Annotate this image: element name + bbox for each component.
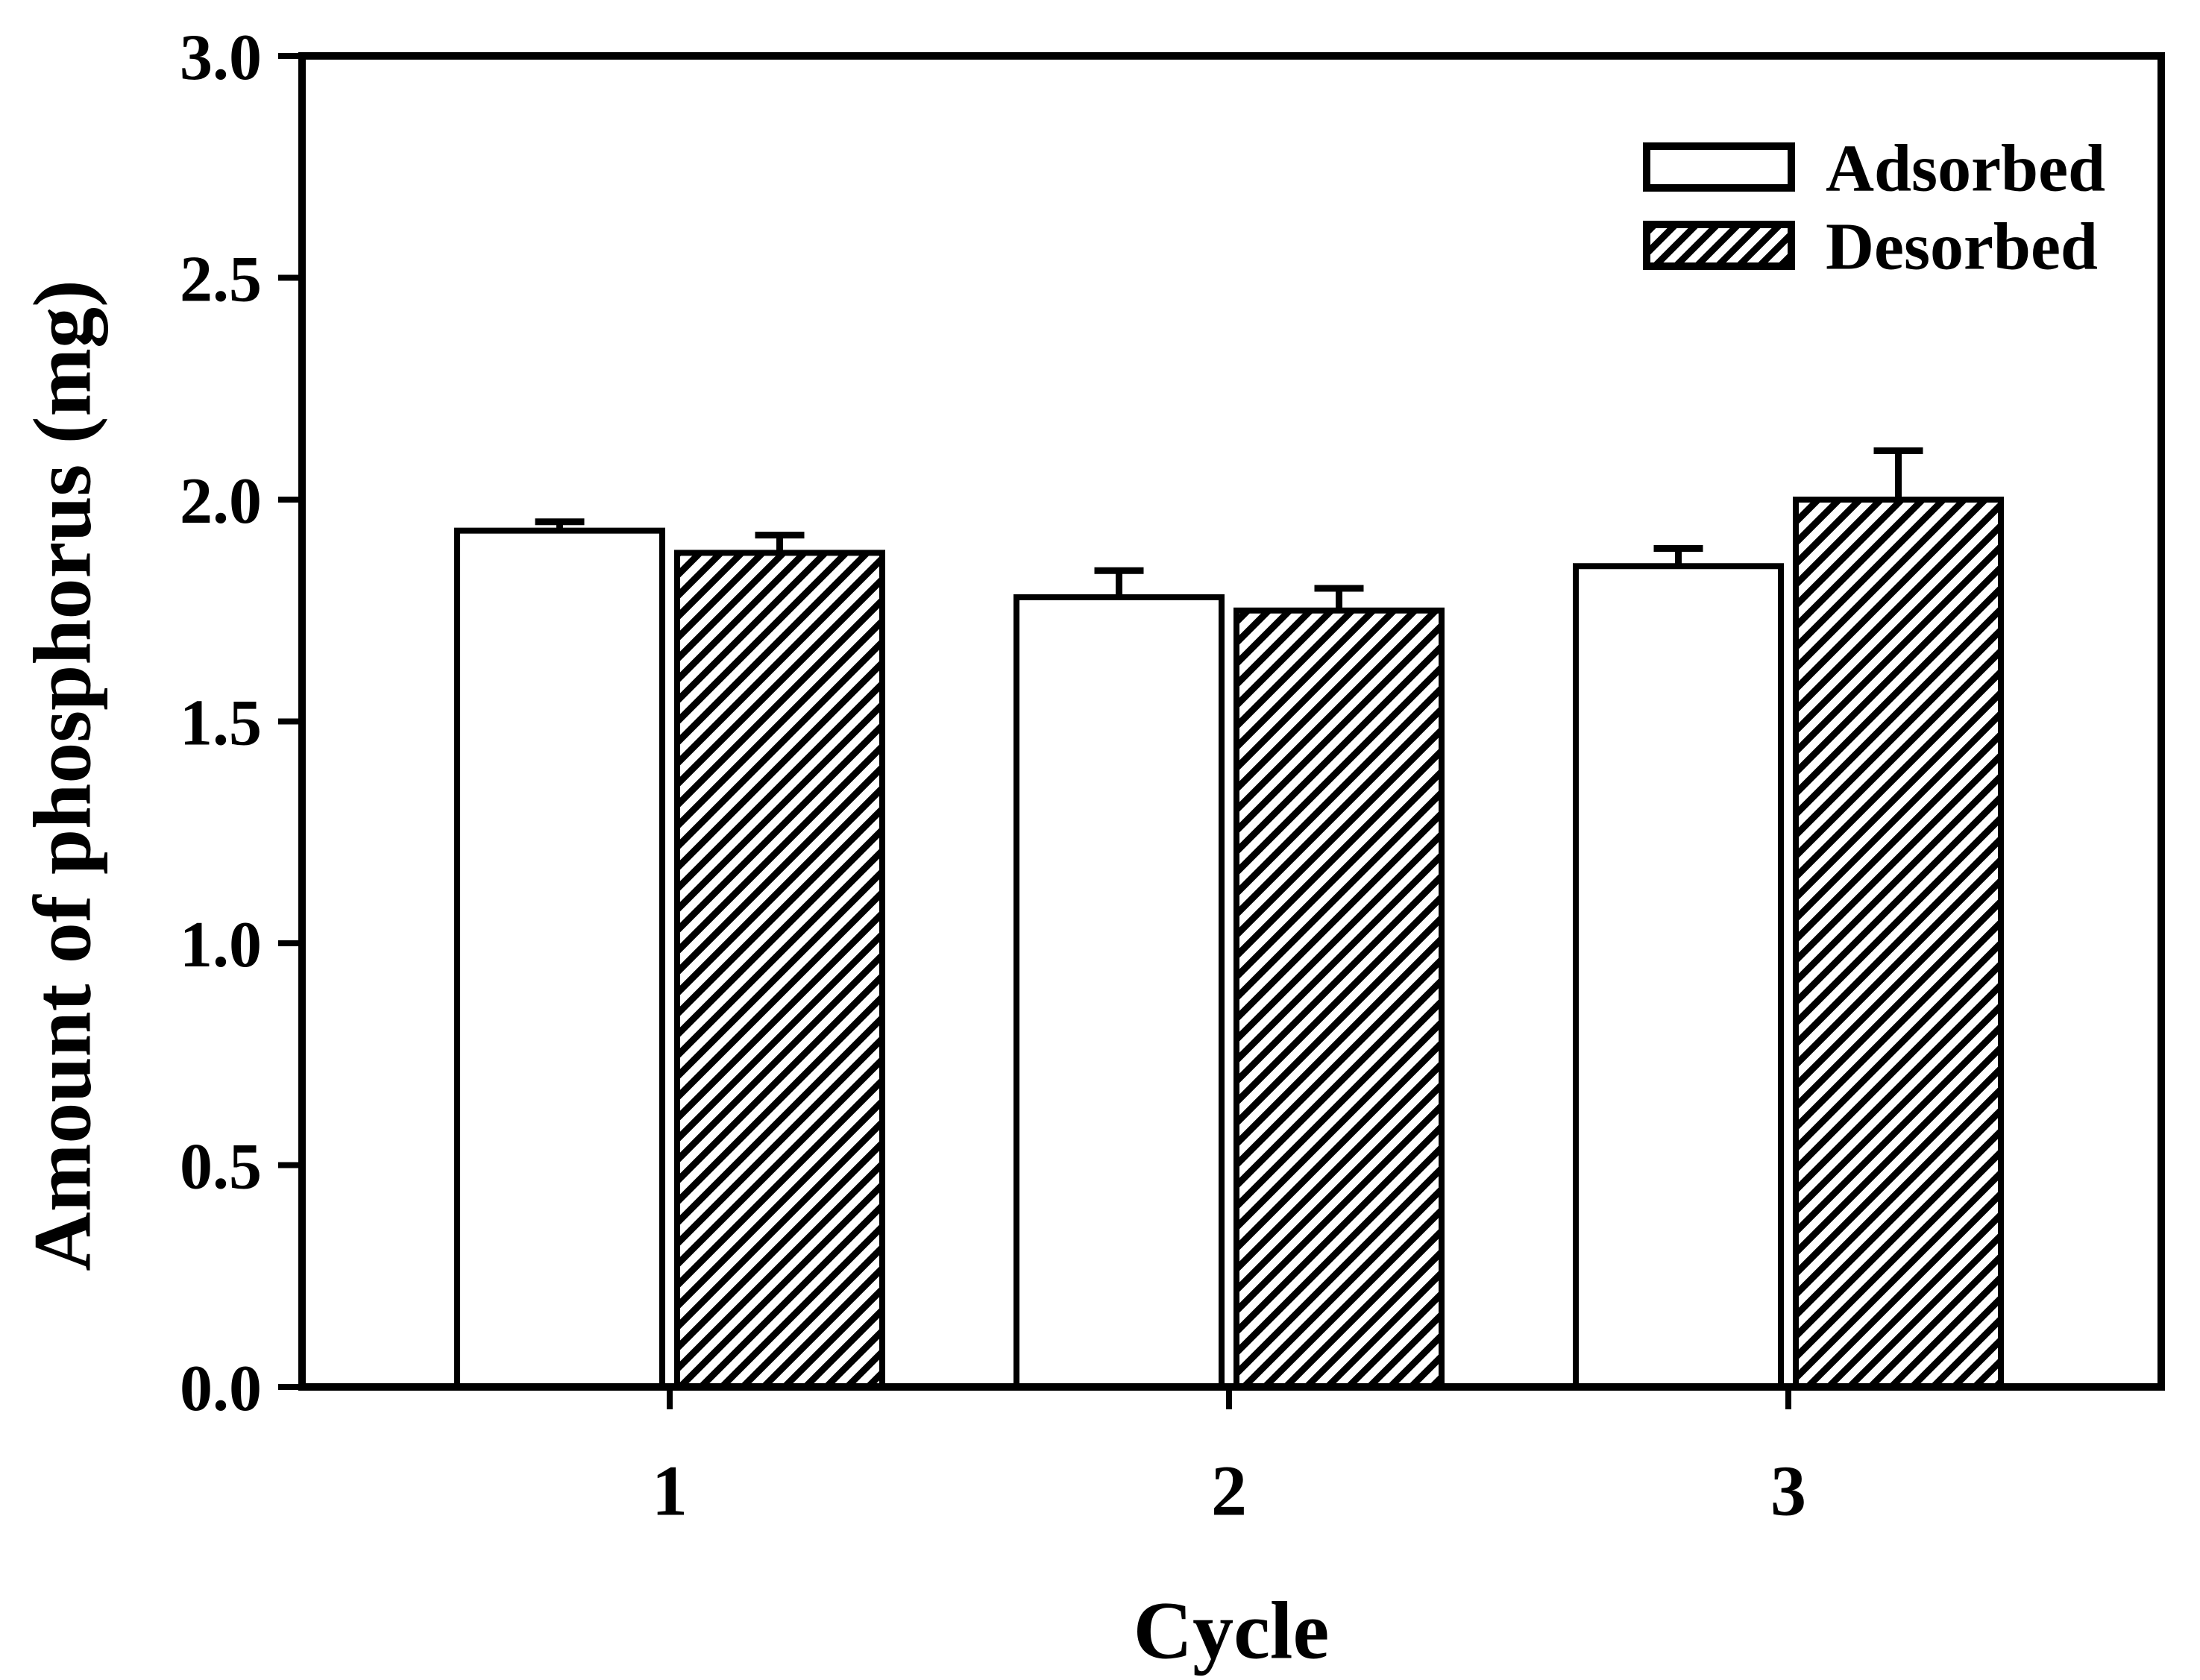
legend-swatch-desorbed bbox=[1643, 221, 1795, 270]
error-bar-desorbed-cycle-3 bbox=[1873, 447, 1923, 500]
y-tick-label-2.5: 2.5 bbox=[180, 243, 262, 315]
x-tick-label-3: 3 bbox=[1770, 1451, 1806, 1531]
bar-desorbed-cycle-1 bbox=[674, 550, 885, 1390]
y-axis-title: Amount of phosphorus (mg) bbox=[17, 280, 108, 1271]
bar-desorbed-cycle-3 bbox=[1793, 497, 2004, 1390]
y-tick-label-1.5: 1.5 bbox=[180, 687, 262, 759]
x-tick-label-2: 2 bbox=[1211, 1451, 1247, 1531]
y-tick-label-0.5: 0.5 bbox=[180, 1130, 262, 1203]
y-tick-label-1.0: 1.0 bbox=[180, 909, 262, 981]
error-bar-adsorbed-cycle-2 bbox=[1094, 567, 1144, 597]
y-tick-label-0.0: 0.0 bbox=[180, 1353, 262, 1425]
bar-adsorbed-cycle-3 bbox=[1573, 563, 1784, 1390]
error-bar-desorbed-cycle-2 bbox=[1314, 585, 1364, 611]
plot-area: 0.0 0.5 1.0 1.5 2.0 2.5 3.0 1 2 3 bbox=[180, 22, 2165, 1531]
y-tick-label-3.0: 3.0 bbox=[180, 22, 262, 94]
bar-adsorbed-cycle-2 bbox=[1013, 594, 1225, 1390]
error-bar-adsorbed-cycle-3 bbox=[1653, 544, 1703, 567]
error-bar-adsorbed-cycle-1 bbox=[535, 518, 585, 531]
y-tick-label-2.0: 2.0 bbox=[180, 465, 262, 538]
x-tick-label-1: 1 bbox=[652, 1451, 688, 1531]
bar-desorbed-cycle-2 bbox=[1233, 607, 1445, 1390]
bar-adsorbed-cycle-1 bbox=[454, 527, 665, 1390]
error-bar-desorbed-cycle-1 bbox=[755, 532, 805, 553]
legend-swatch-adsorbed bbox=[1643, 142, 1795, 192]
x-axis-title: Cycle bbox=[1134, 1585, 1330, 1676]
legend-label-desorbed: Desorbed bbox=[1826, 210, 2098, 284]
legend: Adsorbed Desorbed bbox=[1643, 132, 2105, 284]
legend-label-adsorbed: Adsorbed bbox=[1826, 132, 2105, 206]
plot-frame bbox=[298, 52, 2165, 1391]
